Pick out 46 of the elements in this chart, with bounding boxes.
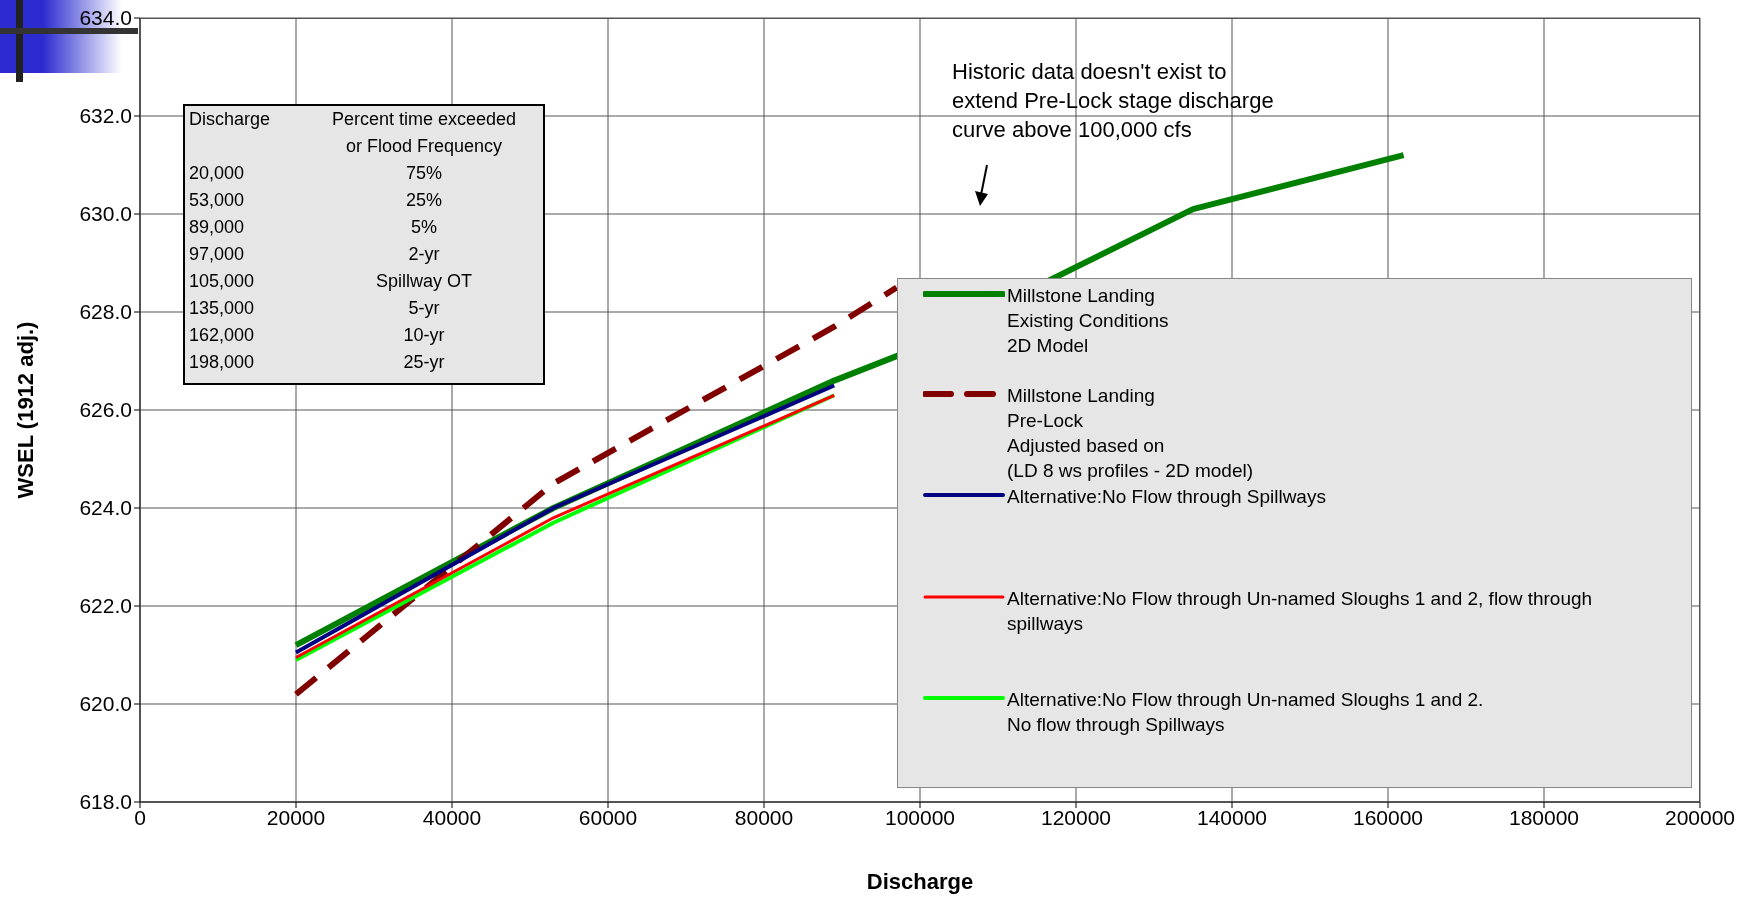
x-tick-label: 140000 [1196,805,1268,829]
legend-label: Alternative:No Flow through Un-named Sloughs 1 and 2, flow through spillways [1007,587,1594,636]
annotation: 10-yr [402,324,446,347]
x-tick-label: 0 [134,805,146,829]
annotation: 162,000 [189,324,256,347]
x-tick-label: 120000 [1040,805,1112,829]
annotation: 25% [405,189,443,212]
annotation: 5-yr [407,297,441,320]
y-tick-label: 632.0 [79,104,132,128]
x-tick-label: 200000 [1664,805,1736,829]
annotation: 135,000 [189,297,256,320]
annotation: 53,000 [189,189,246,212]
y-tick-label: 628.0 [79,300,132,324]
annotation: 75% [405,162,443,185]
x-tick-label: 160000 [1352,805,1424,829]
annotation: Discharge [189,108,272,131]
annotation: 2-yr [407,243,441,266]
annotation: 20,000 [189,162,246,185]
annotation: Spillway OT [375,270,473,293]
x-tick-label: 80000 [734,805,794,829]
annotation: 97,000 [189,243,246,266]
y-tick-label: 618.0 [79,790,132,814]
x-tick-label: 180000 [1508,805,1580,829]
legend-label: Alternative:No Flow through Spillways [1007,485,1327,509]
y-tick-label: 626.0 [79,398,132,422]
legend-label: Millstone Landing Pre-Lock Adjusted based on (LD 8 ws profiles - 2D model) [1007,384,1255,483]
annotation: 25-yr [402,351,446,374]
y-tick-label: 622.0 [79,594,132,618]
annotation: 105,000 [189,270,256,293]
y-tick-label: 634.0 [79,6,132,30]
annotation: 5% [410,216,438,239]
annotation: 89,000 [189,216,246,239]
legend-label: Alternative:No Flow through Un-named Sloughs 1 and 2. No flow through Spillways [1007,688,1485,737]
x-axis-title: Discharge [866,869,974,894]
x-tick-label: 60000 [578,805,638,829]
y-tick-label: 630.0 [79,202,132,226]
y-tick-label: 620.0 [79,692,132,716]
x-tick-label: 20000 [266,805,326,829]
y-tick-label: 624.0 [79,496,132,520]
annotation: 198,000 [189,351,256,374]
annotation: Historic data doesn't exist to extend Pre-Lock stage discharge curve above 100,000 cfs [952,58,1274,144]
x-tick-label: 40000 [422,805,482,829]
x-tick-label: 100000 [884,805,956,829]
annotation: Percent time exceeded or Flood Frequency [330,108,518,158]
y-axis-title: WSEL (1912 adj.) [12,321,38,499]
legend-label: Millstone Landing Existing Conditions 2D Model [1007,284,1170,358]
